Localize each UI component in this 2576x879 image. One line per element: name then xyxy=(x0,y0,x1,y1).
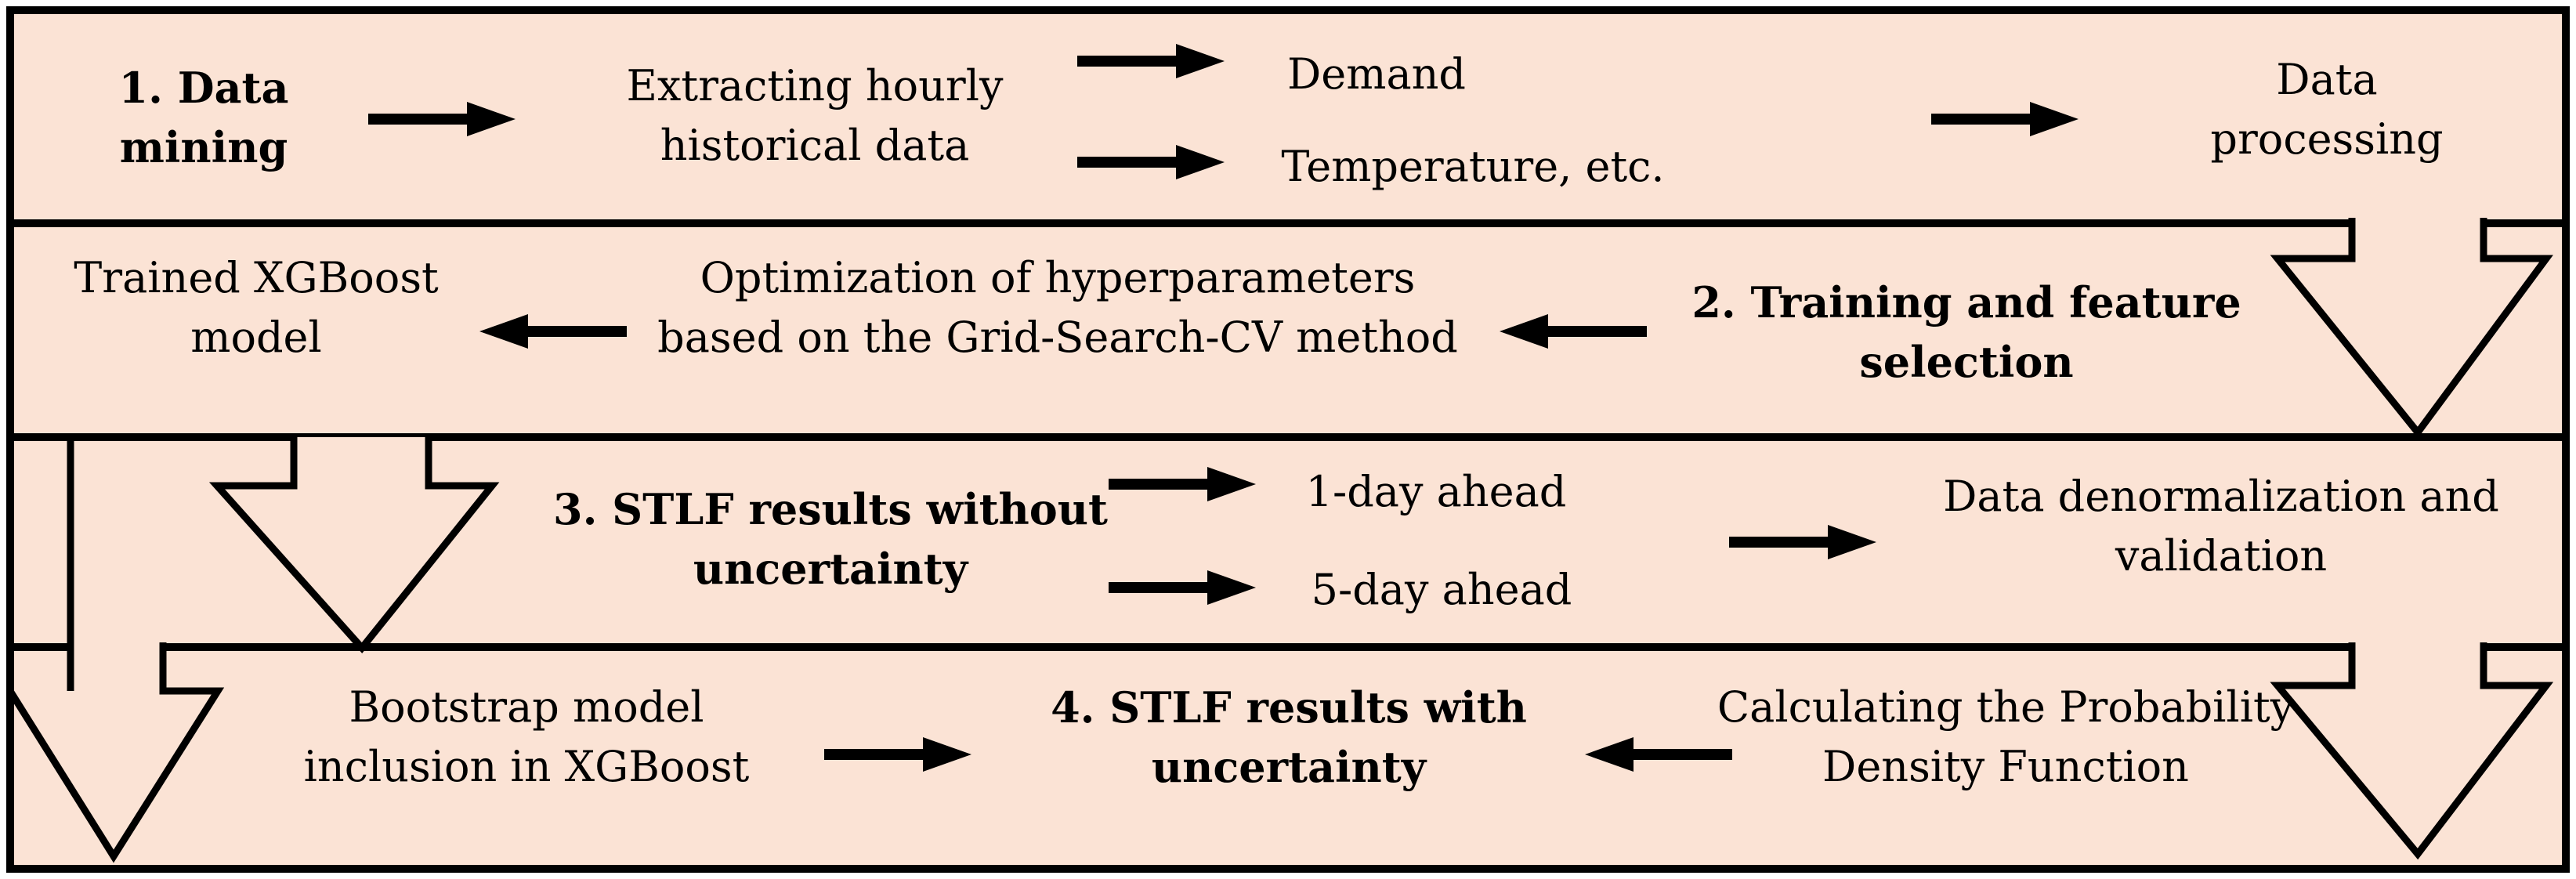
node-extract-line-2: historical data xyxy=(660,121,970,170)
big-down-arrow-far-left-fill xyxy=(10,642,218,856)
node-pdf: Calculating the Probability Density Funct… xyxy=(1717,678,2294,797)
node-demand: Demand xyxy=(1287,45,1466,104)
flow-arrow-right-icon xyxy=(368,100,517,138)
node-bootstrap-line-1: Bootstrap model xyxy=(349,682,704,732)
node-step3-line-2: uncertainty xyxy=(693,544,968,594)
big-down-arrow-right-bottom xyxy=(2270,642,2554,860)
flow-arrow-right-icon xyxy=(824,736,973,773)
flow-arrow-left-icon xyxy=(478,313,627,350)
node-one-day-line-1: 1-day ahead xyxy=(1305,467,1567,516)
node-optimization-line-2: based on the Grid-Search-CV method xyxy=(657,313,1458,362)
node-step4-line-1: 4. STLF results with xyxy=(1051,682,1527,732)
node-step1: 1. Data mining xyxy=(119,58,289,177)
node-demand-line-1: Demand xyxy=(1287,49,1466,99)
big-down-arrow-far-left-head xyxy=(7,642,225,863)
flow-arrow-left-icon xyxy=(1498,313,1647,350)
node-extract-line-1: Extracting hourly xyxy=(626,61,1004,110)
node-data-processing: Data processing xyxy=(2210,50,2443,169)
node-step4: 4. STLF results with uncertainty xyxy=(1051,678,1527,797)
node-step2-line-2: selection xyxy=(1859,337,2074,387)
node-denormalization-line-1: Data denormalization and xyxy=(1943,472,2499,521)
node-extract: Extracting hourly historical data xyxy=(627,56,1004,175)
node-step2: 2. Training and feature selection xyxy=(1691,273,2241,392)
node-bootstrap: Bootstrap model inclusion in XGBoost xyxy=(304,678,750,797)
node-five-day: 5-day ahead xyxy=(1312,560,1572,620)
node-trained-model: Trained XGBoost model xyxy=(74,248,438,367)
node-data-processing-line-1: Data xyxy=(2276,55,2378,104)
node-pdf-line-2: Density Function xyxy=(1822,742,2189,791)
node-bootstrap-line-2: inclusion in XGBoost xyxy=(303,742,750,791)
node-optimization: Optimization of hyperparameters based on … xyxy=(657,248,1458,367)
flow-arrow-right-icon xyxy=(1109,465,1257,503)
node-temperature-line-1: Temperature, etc. xyxy=(1281,142,1665,191)
node-trained-model-line-2: model xyxy=(190,313,322,362)
node-optimization-line-1: Optimization of hyperparameters xyxy=(700,253,1416,302)
big-down-arrow-right-top xyxy=(2270,218,2553,439)
flow-arrow-right-icon xyxy=(1109,569,1257,606)
node-step3-line-1: 3. STLF results without xyxy=(552,484,1109,534)
node-denormalization: Data denormalization and validation xyxy=(1943,467,2499,586)
node-trained-model-line-1: Trained XGBoost xyxy=(74,253,439,302)
node-data-processing-line-2: processing xyxy=(2210,114,2444,164)
flow-arrow-right-icon xyxy=(1077,42,1226,80)
big-down-arrow-left-middle xyxy=(208,437,500,653)
node-step1-line-2: mining xyxy=(119,122,288,172)
node-five-day-line-1: 5-day ahead xyxy=(1311,565,1572,614)
flow-arrow-right-icon xyxy=(1729,523,1878,561)
flow-arrow-right-icon xyxy=(1931,100,2080,138)
node-step2-line-1: 2. Training and feature xyxy=(1691,277,2241,327)
node-temperature: Temperature, etc. xyxy=(1281,137,1664,197)
node-step3: 3. STLF results without uncertainty xyxy=(553,479,1108,599)
flow-arrow-left-icon xyxy=(1583,736,1732,773)
node-one-day: 1-day ahead xyxy=(1306,462,1567,522)
node-step1-line-1: 1. Data xyxy=(118,63,289,113)
node-pdf-line-1: Calculating the Probability xyxy=(1717,682,2295,732)
node-step4-line-2: uncertainty xyxy=(1151,742,1427,792)
node-denormalization-line-2: validation xyxy=(2115,531,2328,581)
flow-arrow-right-icon xyxy=(1077,143,1226,181)
